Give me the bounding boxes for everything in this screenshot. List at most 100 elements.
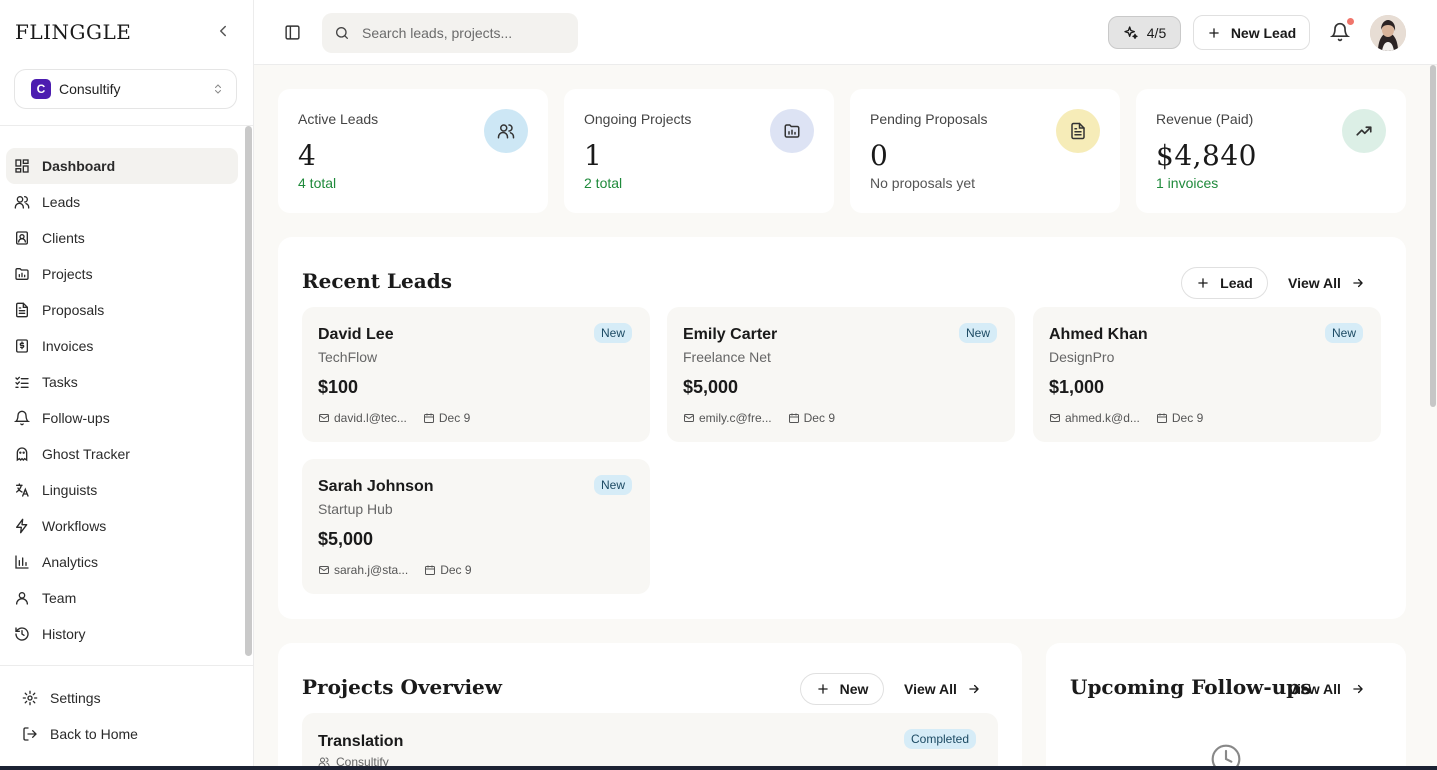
project-client: Consultify — [318, 755, 389, 769]
status-badge: Completed — [904, 729, 977, 749]
search-box[interactable] — [322, 13, 578, 53]
arrow-right-icon — [969, 684, 979, 694]
calendar-icon — [423, 413, 434, 423]
document-icon — [16, 302, 28, 318]
document-icon — [1071, 122, 1085, 140]
stat-card-ongoing-projects[interactable]: Ongoing Projects 1 2 total — [564, 89, 834, 213]
ghost-icon — [16, 447, 28, 462]
sidebar-bottom-nav: Settings Back to Home — [14, 680, 234, 752]
clock-icon — [1211, 744, 1241, 770]
sidebar-item-label: Projects — [42, 266, 93, 282]
sidebar-item-tasks[interactable]: Tasks — [6, 364, 238, 400]
view-all-projects-link[interactable]: View All — [904, 673, 981, 705]
lead-card[interactable]: Emily Carter Freelance Net $5,000 New em… — [667, 307, 1015, 442]
new-project-button[interactable]: New — [800, 673, 884, 705]
stat-card-pending-proposals[interactable]: Pending Proposals 0 No proposals yet — [850, 89, 1120, 213]
sidebar-item-settings[interactable]: Settings — [14, 680, 234, 716]
sidebar-item-label: Settings — [50, 690, 101, 706]
sidebar-item-team[interactable]: Team — [6, 580, 238, 616]
sidebar-item-invoices[interactable]: Invoices — [6, 328, 238, 364]
view-all-followups-link[interactable]: View All — [1288, 673, 1365, 705]
sidebar-item-label: Dashboard — [42, 158, 116, 174]
logout-icon — [23, 727, 37, 741]
stat-value: 1 — [584, 139, 603, 172]
mail-icon — [319, 414, 329, 422]
plus-icon — [817, 684, 828, 694]
folder-chart-icon — [15, 268, 29, 280]
view-all-label: View All — [1288, 681, 1341, 697]
stat-value: 0 — [870, 139, 889, 172]
new-lead-button[interactable]: New Lead — [1193, 15, 1310, 50]
lead-value: $1,000 — [1049, 377, 1105, 397]
brand-logo[interactable]: FLINGGLE — [15, 20, 132, 44]
stat-sub: 4 total — [298, 175, 337, 191]
stat-card-revenue[interactable]: Revenue (Paid) $4,840 1 invoices — [1136, 89, 1406, 213]
sidebar-item-workflows[interactable]: Workflows — [6, 508, 238, 544]
lead-card[interactable]: Ahmed Khan DesignPro $1,000 New ahmed.k@… — [1033, 307, 1381, 442]
stat-card-active-leads[interactable]: Active Leads 4 4 total — [278, 89, 548, 213]
page-scrollbar[interactable] — [1430, 65, 1436, 407]
sidebar-item-label: History — [42, 626, 86, 642]
sparkles-icon — [1124, 25, 1138, 39]
add-lead-button[interactable]: Lead — [1181, 267, 1268, 299]
lead-email: ahmed.k@d... — [1065, 411, 1140, 425]
sidebar-item-history[interactable]: History — [6, 616, 238, 652]
lead-name: Emily Carter — [683, 326, 778, 343]
lead-meta: david.l@tec... Dec 9 — [318, 411, 470, 425]
taskbar-edge — [0, 766, 1437, 770]
sidebar-item-label: Ghost Tracker — [42, 446, 130, 462]
lead-company: Freelance Net — [683, 349, 771, 365]
status-badge: New — [1325, 323, 1364, 343]
user-icon — [16, 592, 28, 605]
sidebar-item-clients[interactable]: Clients — [6, 220, 238, 256]
search-icon — [336, 27, 348, 39]
lead-card[interactable]: David Lee TechFlow $100 New david.l@tec.… — [302, 307, 650, 442]
users-icon — [318, 757, 330, 767]
sidebar-item-label: Analytics — [42, 554, 99, 570]
lead-company: DesignPro — [1049, 349, 1115, 365]
sidebar-scrollbar[interactable] — [245, 126, 252, 656]
sidebar-item-linguists[interactable]: Linguists — [6, 472, 238, 508]
workspace-switcher[interactable]: C Consultify — [14, 69, 237, 109]
calendar-icon — [425, 565, 436, 575]
recent-leads-panel: Recent Leads Lead View All David Lee Tec… — [278, 237, 1406, 619]
bell-icon[interactable] — [1330, 22, 1350, 42]
sidebar-item-label: Proposals — [42, 302, 105, 318]
stat-value: 4 — [298, 139, 317, 172]
project-name: Translation — [318, 733, 404, 750]
stat-sub: 1 invoices — [1156, 175, 1219, 191]
sidebar-toggle-icon[interactable] — [284, 24, 301, 41]
users-icon — [14, 196, 30, 209]
lead-meta: emily.c@fre... Dec 9 — [683, 411, 835, 425]
top-bar: 4/5 New Lead — [254, 0, 1437, 65]
zap-icon — [16, 518, 28, 534]
avatar[interactable] — [1370, 15, 1406, 51]
sidebar-item-proposals[interactable]: Proposals — [6, 292, 238, 328]
lead-card[interactable]: Sarah Johnson Startup Hub $5,000 New sar… — [302, 459, 650, 594]
ai-credits-count: 4/5 — [1146, 24, 1167, 41]
plus-icon — [1198, 278, 1208, 288]
lead-meta: ahmed.k@d... Dec 9 — [1049, 411, 1203, 425]
chevron-left-icon[interactable] — [214, 22, 232, 40]
project-card[interactable]: Translation Consultify Completed — [302, 713, 998, 770]
ai-credits-button[interactable]: 4/5 — [1108, 16, 1181, 49]
sidebar-item-dashboard[interactable]: Dashboard — [6, 148, 238, 184]
stat-label: Ongoing Projects — [584, 111, 692, 127]
avatar-image — [1370, 15, 1406, 51]
sidebar-item-projects[interactable]: Projects — [6, 256, 238, 292]
sidebar-item-label: Tasks — [42, 374, 78, 390]
folder-chart-icon — [784, 124, 800, 138]
status-badge: New — [594, 323, 633, 343]
sidebar-item-back-to-home[interactable]: Back to Home — [14, 716, 234, 752]
view-all-leads-link[interactable]: View All — [1288, 267, 1365, 299]
sidebar-item-analytics[interactable]: Analytics — [6, 544, 238, 580]
project-client-name: Consultify — [336, 755, 389, 769]
sidebar-item-ghost-tracker[interactable]: Ghost Tracker — [6, 436, 238, 472]
arrow-right-icon — [1353, 684, 1363, 694]
lead-name: Sarah Johnson — [318, 478, 434, 495]
bar-chart-icon — [15, 555, 29, 569]
sidebar-item-follow-ups[interactable]: Follow-ups — [6, 400, 238, 436]
sidebar-item-leads[interactable]: Leads — [6, 184, 238, 220]
search-input[interactable] — [362, 25, 552, 41]
stat-sub: 2 total — [584, 175, 623, 191]
